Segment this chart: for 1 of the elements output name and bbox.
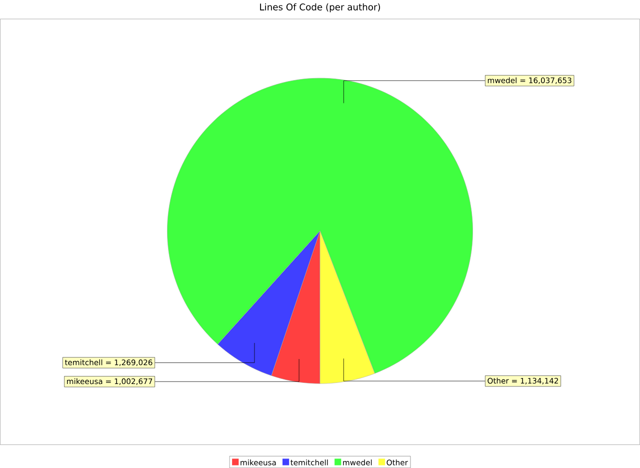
chart-title: Lines Of Code (per author) <box>260 3 380 12</box>
